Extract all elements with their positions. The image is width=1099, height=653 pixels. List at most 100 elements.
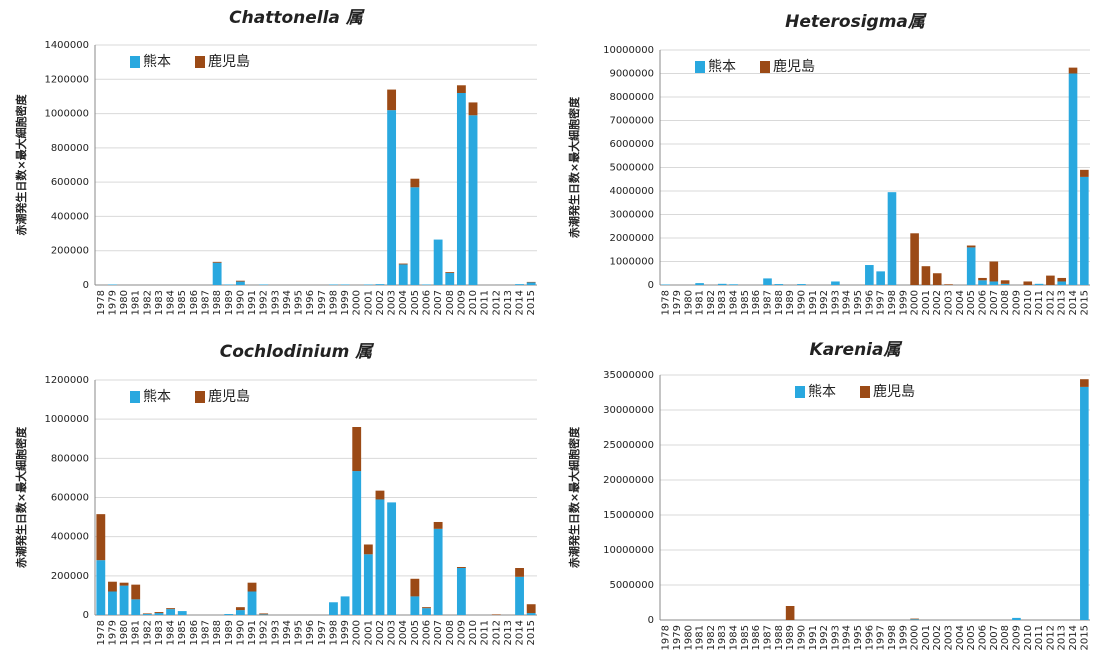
y-tick-label: 15000000 xyxy=(603,510,654,521)
x-tick-label: 1991 xyxy=(247,290,258,315)
bar xyxy=(1000,283,1010,285)
bar xyxy=(108,581,117,592)
x-tick-label: 1993 xyxy=(270,290,281,315)
bar xyxy=(119,582,129,586)
legend-swatch xyxy=(795,386,805,398)
bar xyxy=(515,576,524,615)
x-tick-label: 1989 xyxy=(224,290,235,315)
x-tick-label: 1986 xyxy=(189,620,200,645)
x-tick-label: 1986 xyxy=(189,290,200,315)
y-tick-label: 0 xyxy=(83,280,89,291)
x-tick-label: 1985 xyxy=(740,290,751,315)
bar xyxy=(259,614,269,615)
bar xyxy=(154,612,164,614)
bar xyxy=(526,604,536,614)
x-tick-label: 2004 xyxy=(398,290,409,315)
bar xyxy=(491,614,501,615)
x-tick-label: 1980 xyxy=(683,625,694,650)
y-tick-label: 5000000 xyxy=(609,163,654,174)
y-tick-label: 30000000 xyxy=(603,405,654,416)
x-tick-label: 1988 xyxy=(212,290,223,315)
x-tick-label: 1998 xyxy=(887,625,898,650)
x-tick-label: 2006 xyxy=(422,620,433,645)
bar xyxy=(445,272,455,273)
x-tick-label: 1984 xyxy=(166,290,177,315)
bar xyxy=(363,284,373,285)
y-tick-label: 4000000 xyxy=(609,186,654,197)
y-tick-label: 1000000 xyxy=(609,257,654,268)
y-tick-label: 200000 xyxy=(51,246,89,257)
x-tick-label: 2011 xyxy=(480,290,491,315)
bar xyxy=(410,578,420,597)
x-tick-label: 2005 xyxy=(410,620,421,645)
x-tick-label: 1987 xyxy=(763,290,774,315)
y-tick-label: 0 xyxy=(648,615,654,626)
x-tick-label: 2015 xyxy=(1079,290,1090,315)
x-tick-label: 1997 xyxy=(317,620,328,645)
bar xyxy=(131,599,141,615)
bar xyxy=(456,85,466,93)
x-tick-label: 1996 xyxy=(864,625,875,650)
x-tick-label: 2002 xyxy=(932,290,943,315)
bar xyxy=(515,568,524,577)
y-axis-label: 赤潮発生日数×最大細胞密度 xyxy=(567,426,581,568)
bar xyxy=(910,618,919,620)
legend-swatch xyxy=(130,56,140,68)
bar xyxy=(797,284,806,285)
x-tick-label: 1990 xyxy=(796,625,807,650)
bar xyxy=(456,93,466,285)
x-tick-label: 2011 xyxy=(480,620,491,645)
x-tick-label: 2008 xyxy=(445,290,456,315)
x-tick-label: 2012 xyxy=(1045,625,1056,650)
bar xyxy=(515,284,524,285)
x-tick-label: 1991 xyxy=(808,290,819,315)
x-tick-label: 2013 xyxy=(503,620,514,645)
bar xyxy=(166,608,176,610)
x-tick-label: 2003 xyxy=(944,625,955,650)
legend-swatch xyxy=(195,391,205,403)
y-tick-label: 8000000 xyxy=(609,92,654,103)
x-tick-label: 2002 xyxy=(375,290,386,315)
bar xyxy=(1034,283,1044,285)
bar xyxy=(526,282,536,285)
x-tick-label: 1994 xyxy=(282,620,293,645)
x-tick-label: 2010 xyxy=(468,620,479,645)
bar xyxy=(142,613,152,615)
x-tick-label: 2009 xyxy=(1011,625,1022,650)
x-tick-label: 1987 xyxy=(201,620,212,645)
bar xyxy=(887,192,897,285)
bar xyxy=(363,554,373,615)
x-tick-label: 1985 xyxy=(177,290,188,315)
x-tick-label: 2006 xyxy=(978,290,989,315)
x-tick-label: 2009 xyxy=(456,620,467,645)
y-tick-label: 1200000 xyxy=(44,74,89,85)
y-tick-label: 7000000 xyxy=(609,116,654,127)
x-tick-label: 2013 xyxy=(1057,290,1068,315)
x-tick-label: 2007 xyxy=(433,290,444,315)
x-tick-label: 2007 xyxy=(433,620,444,645)
x-tick-label: 1999 xyxy=(898,625,909,650)
bar xyxy=(224,284,234,285)
bar xyxy=(456,567,466,568)
y-tick-label: 800000 xyxy=(51,143,89,154)
bar xyxy=(1023,281,1033,285)
y-axis-label: 赤潮発生日数×最大細胞密度 xyxy=(14,93,28,235)
y-tick-label: 10000000 xyxy=(603,545,654,556)
bar xyxy=(1068,67,1078,74)
x-tick-label: 2012 xyxy=(491,290,502,315)
x-tick-label: 1978 xyxy=(661,625,672,650)
bar xyxy=(422,607,431,609)
x-tick-label: 1991 xyxy=(247,620,258,645)
bar xyxy=(1012,617,1021,620)
legend-swatch xyxy=(195,56,205,68)
x-tick-label: 2010 xyxy=(1023,625,1034,650)
y-tick-label: 800000 xyxy=(51,453,89,464)
x-tick-label: 1978 xyxy=(96,290,107,315)
x-tick-label: 1989 xyxy=(785,290,796,315)
bar xyxy=(1080,379,1089,387)
bar xyxy=(398,264,408,285)
x-tick-label: 2000 xyxy=(352,620,363,645)
bar xyxy=(235,281,245,285)
y-tick-label: 1200000 xyxy=(44,375,89,386)
